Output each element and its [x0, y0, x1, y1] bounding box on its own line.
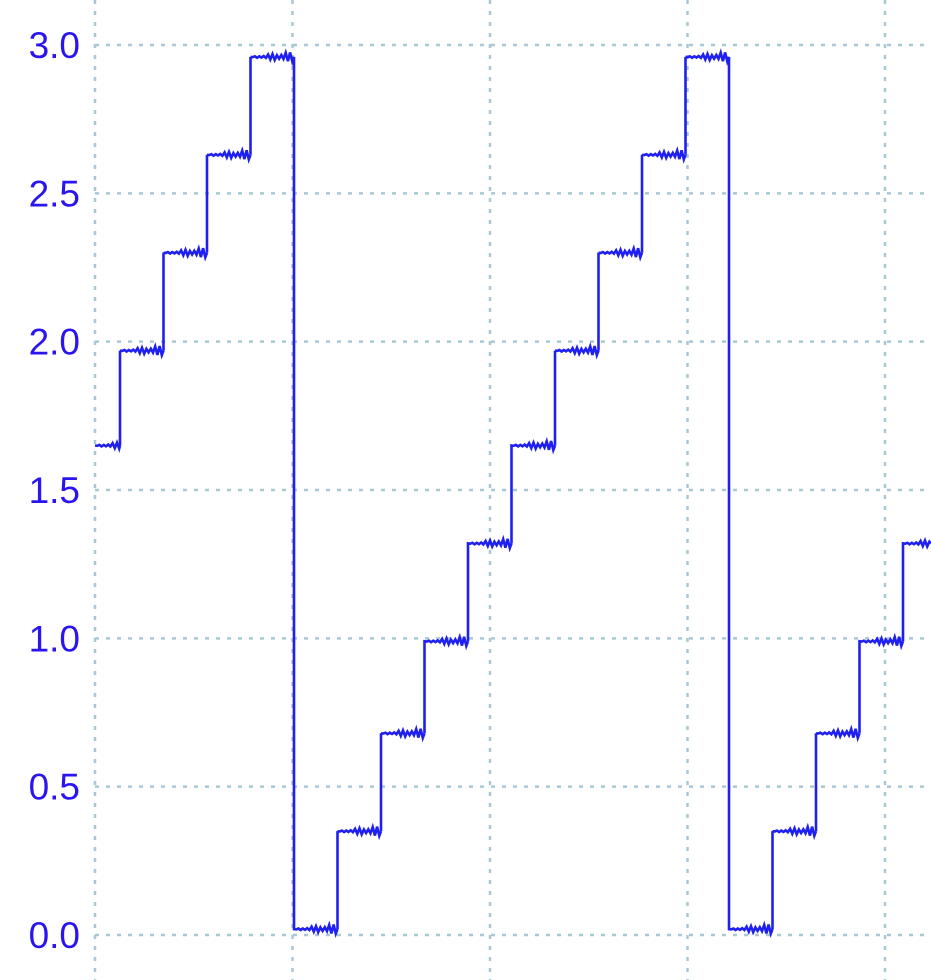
step-segment — [858, 632, 905, 734]
step-segment — [292, 56, 339, 939]
step-segment — [423, 632, 470, 734]
step-segment — [249, 48, 296, 155]
step-segment — [814, 724, 861, 832]
y-tick-label: 3.0 — [29, 25, 80, 66]
step-segment — [640, 146, 687, 253]
step-segment — [901, 536, 931, 642]
step-segment — [162, 244, 209, 351]
y-tick-label: 2.0 — [29, 322, 80, 363]
step-segment — [727, 56, 774, 939]
step-segment — [597, 244, 644, 351]
series-line — [94, 48, 931, 939]
y-tick-label: 0.0 — [29, 915, 80, 956]
y-tick-label: 0.5 — [29, 767, 80, 808]
step-segment — [336, 822, 383, 930]
step-segment — [205, 146, 252, 253]
y-tick-label: 1.0 — [29, 618, 80, 659]
step-segment — [94, 438, 122, 453]
y-axis-ticks: 0.0 0.5 1.0 1.5 2.0 2.5 3.0 — [29, 25, 80, 956]
step-segment — [379, 724, 426, 832]
step-segment — [771, 822, 818, 930]
y-tick-label: 2.5 — [29, 173, 80, 214]
step-segment — [466, 534, 513, 642]
step-segment — [684, 48, 731, 155]
grid — [93, 0, 931, 980]
y-tick-label: 1.5 — [29, 470, 80, 511]
step-segment — [510, 436, 557, 544]
step-segment — [118, 341, 165, 446]
step-segment — [553, 341, 600, 446]
